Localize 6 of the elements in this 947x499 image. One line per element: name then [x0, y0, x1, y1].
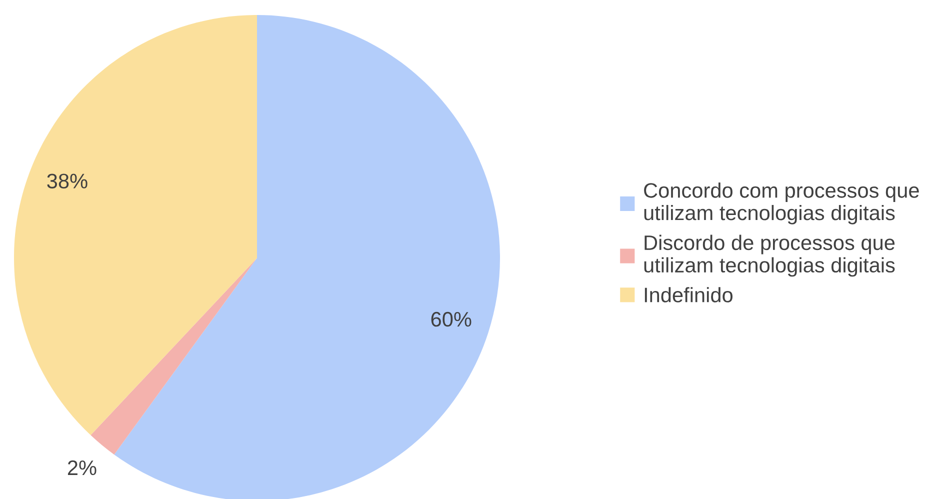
data-label: 2%	[68, 460, 96, 476]
data-label: 60%	[431, 312, 472, 327]
legend-label: Concordo com processos que utilizam tecnologias digitais	[644, 182, 919, 224]
legend-label: Discordo de processos que utilizam tecnologias digitais	[644, 234, 895, 277]
data-label: 38%	[47, 174, 88, 188]
legend-label: Indefinido	[644, 287, 732, 302]
